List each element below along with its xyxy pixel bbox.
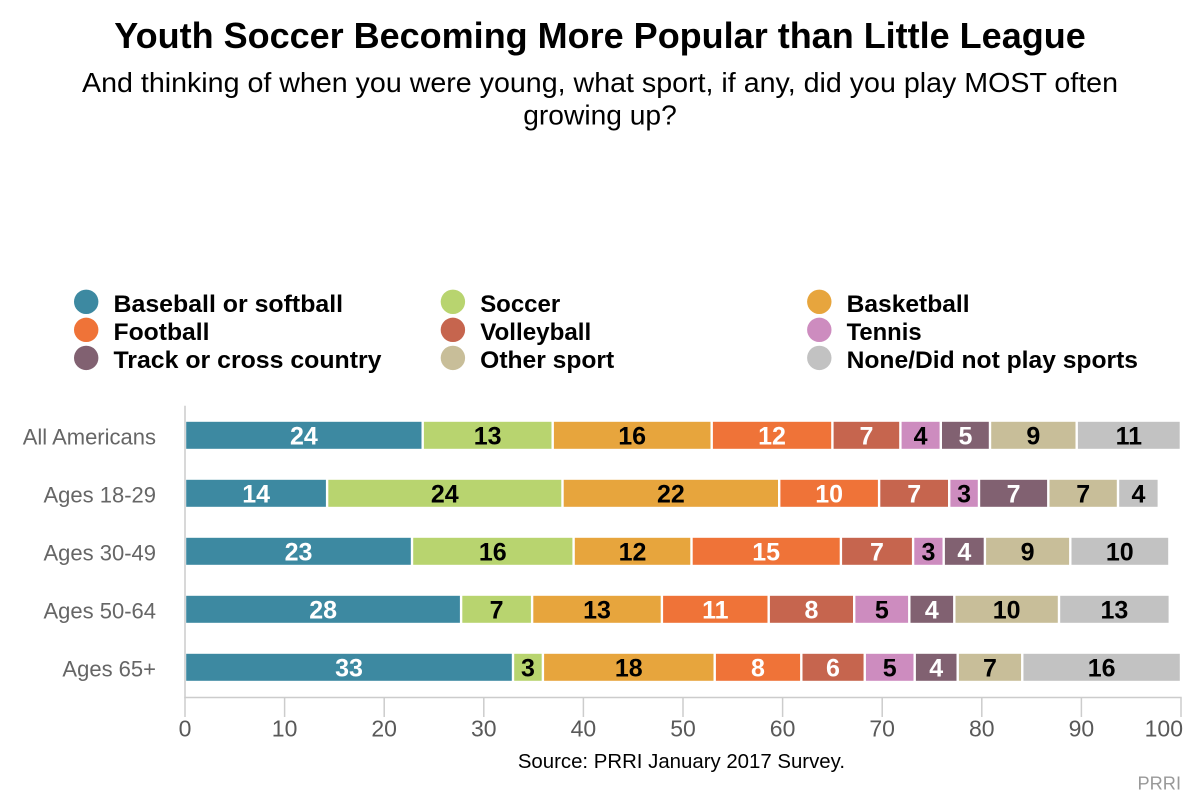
svg-text:13: 13 bbox=[583, 596, 611, 624]
svg-text:16: 16 bbox=[618, 422, 646, 450]
svg-text:7: 7 bbox=[870, 538, 884, 566]
svg-text:7: 7 bbox=[907, 480, 921, 508]
svg-text:4: 4 bbox=[914, 422, 928, 450]
svg-text:15: 15 bbox=[752, 538, 780, 566]
svg-text:7: 7 bbox=[859, 422, 873, 450]
svg-text:Track or cross country: Track or cross country bbox=[114, 347, 382, 374]
svg-text:Football: Football bbox=[114, 319, 210, 346]
svg-text:PRRI: PRRI bbox=[1138, 774, 1181, 794]
svg-text:40: 40 bbox=[571, 716, 597, 742]
svg-text:16: 16 bbox=[479, 538, 507, 566]
svg-text:10: 10 bbox=[993, 596, 1021, 624]
svg-text:4: 4 bbox=[957, 538, 971, 566]
svg-text:Source: PRRI January 2017 Surv: Source: PRRI January 2017 Survey. bbox=[518, 751, 845, 773]
svg-text:6: 6 bbox=[826, 654, 840, 682]
svg-text:None/Did not play sports: None/Did not play sports bbox=[847, 347, 1138, 374]
svg-text:growing up?: growing up? bbox=[523, 99, 677, 130]
svg-text:5: 5 bbox=[883, 654, 897, 682]
svg-text:7: 7 bbox=[1076, 480, 1090, 508]
svg-text:Ages 30-49: Ages 30-49 bbox=[43, 540, 156, 565]
svg-text:Baseball or softball: Baseball or softball bbox=[114, 291, 344, 318]
svg-text:10: 10 bbox=[1106, 538, 1134, 566]
svg-text:9: 9 bbox=[1021, 538, 1035, 566]
svg-text:Ages 18-29: Ages 18-29 bbox=[43, 482, 156, 507]
svg-text:60: 60 bbox=[770, 716, 796, 742]
svg-text:13: 13 bbox=[474, 422, 502, 450]
svg-text:13: 13 bbox=[1100, 596, 1128, 624]
svg-text:24: 24 bbox=[290, 422, 318, 450]
svg-text:33: 33 bbox=[335, 654, 363, 682]
svg-text:10: 10 bbox=[815, 480, 843, 508]
svg-text:All Americans: All Americans bbox=[23, 424, 156, 449]
svg-text:20: 20 bbox=[371, 716, 397, 742]
svg-text:Youth Soccer Becoming More Pop: Youth Soccer Becoming More Popular than … bbox=[114, 15, 1085, 56]
svg-text:8: 8 bbox=[805, 596, 819, 624]
svg-text:7: 7 bbox=[983, 654, 997, 682]
svg-text:And thinking of when you were: And thinking of when you were young, wha… bbox=[82, 67, 1118, 98]
svg-text:70: 70 bbox=[869, 716, 895, 742]
svg-text:11: 11 bbox=[702, 596, 729, 624]
svg-text:5: 5 bbox=[958, 422, 972, 450]
svg-text:9: 9 bbox=[1026, 422, 1040, 450]
svg-text:100: 100 bbox=[1145, 716, 1183, 742]
svg-text:11: 11 bbox=[1116, 422, 1143, 450]
svg-text:12: 12 bbox=[619, 538, 647, 566]
svg-text:4: 4 bbox=[1131, 480, 1145, 508]
svg-text:Basketball: Basketball bbox=[847, 291, 970, 318]
svg-text:24: 24 bbox=[431, 480, 459, 508]
svg-text:4: 4 bbox=[929, 654, 943, 682]
svg-text:7: 7 bbox=[490, 596, 504, 624]
svg-text:12: 12 bbox=[758, 422, 786, 450]
svg-text:Other sport: Other sport bbox=[480, 347, 614, 374]
svg-text:50: 50 bbox=[670, 716, 696, 742]
svg-text:28: 28 bbox=[309, 596, 337, 624]
svg-text:14: 14 bbox=[242, 480, 270, 508]
svg-text:10: 10 bbox=[272, 716, 298, 742]
svg-text:18: 18 bbox=[615, 654, 643, 682]
svg-text:Ages 50-64: Ages 50-64 bbox=[43, 598, 156, 623]
svg-text:5: 5 bbox=[875, 596, 889, 624]
svg-text:3: 3 bbox=[957, 480, 971, 508]
svg-text:3: 3 bbox=[921, 538, 935, 566]
svg-text:30: 30 bbox=[471, 716, 497, 742]
svg-text:3: 3 bbox=[521, 654, 535, 682]
svg-text:22: 22 bbox=[657, 480, 685, 508]
svg-text:Tennis: Tennis bbox=[847, 319, 922, 346]
svg-text:0: 0 bbox=[179, 716, 192, 742]
svg-text:16: 16 bbox=[1088, 654, 1116, 682]
svg-text:Volleyball: Volleyball bbox=[480, 319, 591, 346]
svg-text:23: 23 bbox=[285, 538, 313, 566]
svg-text:90: 90 bbox=[1069, 716, 1095, 742]
svg-text:7: 7 bbox=[1007, 480, 1021, 508]
svg-text:4: 4 bbox=[925, 596, 939, 624]
svg-text:80: 80 bbox=[969, 716, 995, 742]
svg-text:Soccer: Soccer bbox=[480, 291, 560, 318]
svg-text:Ages 65+: Ages 65+ bbox=[62, 656, 156, 681]
svg-text:8: 8 bbox=[751, 654, 765, 682]
